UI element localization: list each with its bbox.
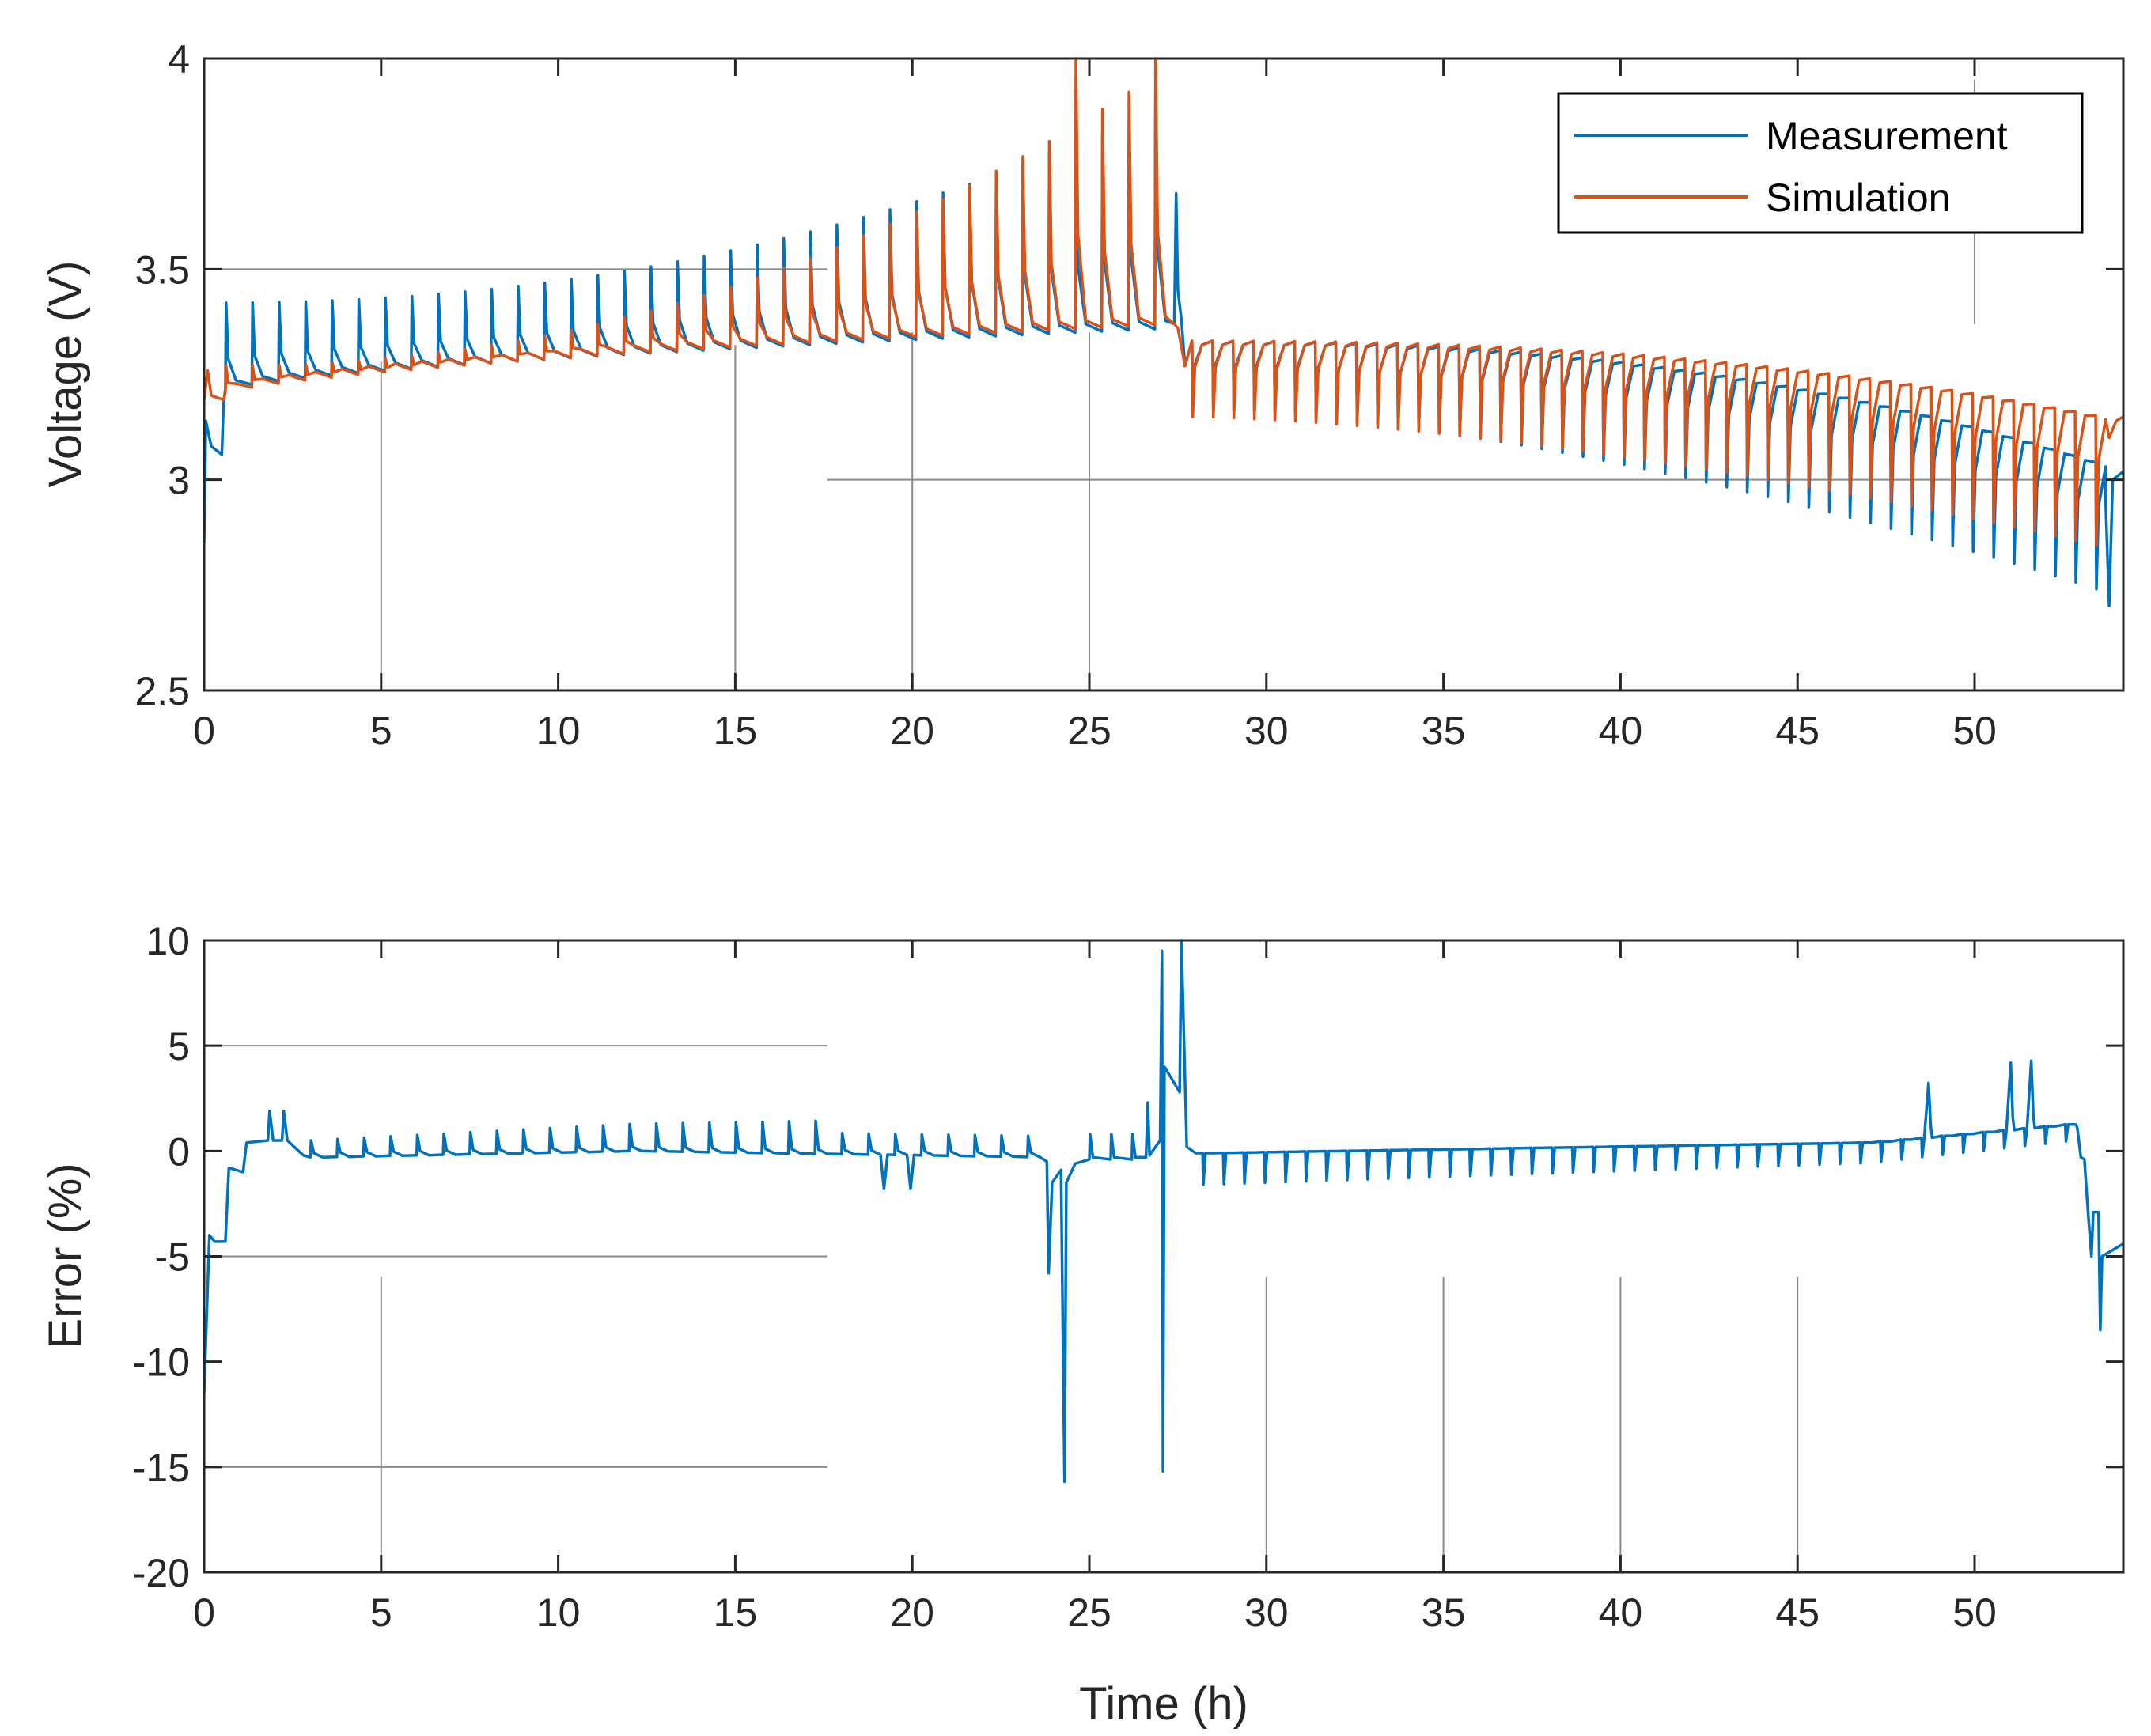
error-y-axis-title: Error (%) <box>40 1163 91 1348</box>
voltage-y-tick-labels: 2.5 3 3.5 4 <box>134 37 190 713</box>
error-grid-artifacts <box>204 1045 1799 1572</box>
x-tick-label: 40 <box>1599 709 1643 753</box>
y-tick-label: -20 <box>133 1551 190 1595</box>
x-tick-label: 15 <box>714 1590 758 1635</box>
x-tick-label: 5 <box>370 709 392 753</box>
x-tick-label: 45 <box>1775 1590 1820 1635</box>
legend: Measurement Simulation <box>1557 92 2084 234</box>
y-tick-label: -15 <box>133 1446 190 1490</box>
x-tick-label: 50 <box>1952 709 1997 753</box>
voltage-axes: 0 5 10 15 20 25 30 35 40 45 50 2.5 3 3.5 4 Voltage (V… <box>40 37 2125 753</box>
x-tick-label: 50 <box>1952 1590 1997 1635</box>
y-tick-label: 3.5 <box>134 248 190 292</box>
x-tick-label: 20 <box>890 709 934 753</box>
y-tick-label: 5 <box>168 1024 190 1068</box>
y-tick-label: 0 <box>168 1129 190 1174</box>
error-series <box>203 939 2124 1484</box>
error-ticks <box>203 939 2123 1574</box>
x-tick-label: 25 <box>1067 709 1111 753</box>
x-tick-label: 30 <box>1244 709 1289 753</box>
x-tick-label: 0 <box>193 1590 215 1635</box>
error-x-tick-labels: 0 5 10 15 20 25 30 35 40 45 50 <box>193 1590 1997 1635</box>
legend-simulation-label: Simulation <box>1766 176 1950 220</box>
voltage-ticks <box>203 57 2123 692</box>
x-tick-label: 35 <box>1422 709 1466 753</box>
x-tick-label: 10 <box>536 1590 581 1635</box>
x-tick-label: 25 <box>1067 1590 1111 1635</box>
series-line-error <box>203 939 2124 1484</box>
legend-box <box>1557 92 2084 234</box>
y-tick-label: 2.5 <box>134 669 190 713</box>
x-tick-label: 15 <box>714 709 758 753</box>
voltage-series <box>203 57 2125 608</box>
x-tick-label: 20 <box>890 1590 934 1635</box>
y-tick-label: -10 <box>133 1341 190 1385</box>
y-tick-label: -5 <box>155 1235 190 1280</box>
x-tick-label: 5 <box>370 1590 392 1635</box>
x-tick-label: 0 <box>193 709 215 753</box>
y-tick-label: 4 <box>168 37 190 81</box>
series-line-simulation <box>203 57 2124 547</box>
legend-measurement-label: Measurement <box>1766 114 2008 158</box>
x-tick-label: 30 <box>1244 1590 1289 1635</box>
y-tick-label: 3 <box>168 459 190 503</box>
error-x-axis-title: Time (h) <box>1079 1678 1248 1730</box>
voltage-y-axis-title: Voltage (V) <box>40 261 91 488</box>
x-tick-label: 45 <box>1775 709 1820 753</box>
voltage-axes-frame <box>203 57 2125 692</box>
x-tick-label: 35 <box>1422 1590 1466 1635</box>
voltage-x-tick-labels: 0 5 10 15 20 25 30 35 40 45 50 <box>193 709 1997 753</box>
x-tick-label: 40 <box>1599 1590 1643 1635</box>
y-tick-label: 10 <box>146 919 190 963</box>
x-tick-label: 10 <box>536 709 581 753</box>
error-y-tick-labels: -20 -15 -10 -5 0 5 10 <box>133 919 190 1595</box>
error-axes: 0 5 10 15 20 25 30 35 40 45 50 -20 -15 -10 -5 0 5 10 Err… <box>40 919 2125 1730</box>
